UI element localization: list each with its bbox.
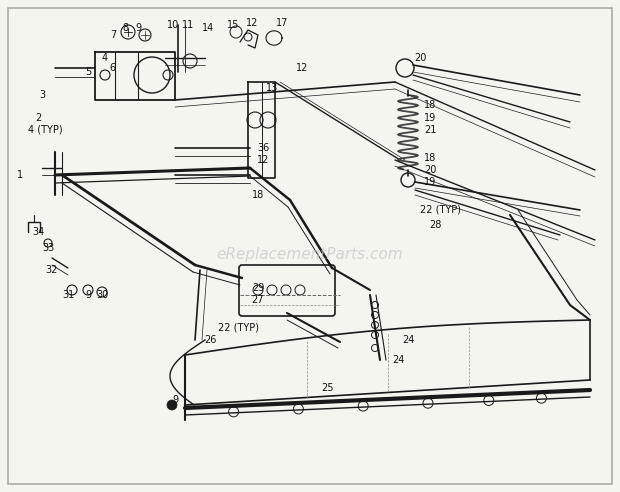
Text: 28: 28 [429,220,441,230]
Text: 24: 24 [402,335,414,345]
Text: 9: 9 [85,290,91,300]
Text: 21: 21 [424,125,436,135]
Text: 33: 33 [42,243,54,253]
Text: 32: 32 [46,265,58,275]
Text: 3: 3 [39,90,45,100]
Text: 20: 20 [424,165,436,175]
Text: 4: 4 [102,53,108,63]
Text: 22 (TYP): 22 (TYP) [420,205,461,215]
Text: 18: 18 [424,153,436,163]
Text: 13: 13 [266,83,278,93]
Circle shape [167,400,177,410]
Text: 12: 12 [246,18,258,28]
Text: 26: 26 [204,335,216,345]
Text: 29: 29 [252,283,264,293]
Text: 8: 8 [122,23,128,33]
Text: 12: 12 [296,63,308,73]
Text: 25: 25 [322,383,334,393]
Text: 2: 2 [35,113,41,123]
Text: 1: 1 [17,170,23,180]
Text: 27: 27 [252,295,264,305]
Text: 10: 10 [167,20,179,30]
Text: 20: 20 [414,53,426,63]
Text: 31: 31 [62,290,74,300]
Text: 11: 11 [182,20,194,30]
Text: 15: 15 [227,20,239,30]
Text: 12: 12 [257,155,269,165]
Text: 30: 30 [96,290,108,300]
Text: 34: 34 [32,227,44,237]
Text: 7: 7 [110,30,116,40]
Text: 17: 17 [276,18,288,28]
Text: 22 (TYP): 22 (TYP) [218,323,259,333]
Text: 9: 9 [172,395,178,405]
Text: 9: 9 [135,23,141,33]
Text: 6: 6 [109,63,115,73]
Text: 5: 5 [85,67,91,77]
Text: eReplacementParts.com: eReplacementParts.com [216,247,404,263]
Text: 14: 14 [202,23,214,33]
Text: 19: 19 [424,113,436,123]
Text: 18: 18 [252,190,264,200]
Text: 4 (TYP): 4 (TYP) [28,125,63,135]
Text: 19: 19 [424,177,436,187]
Text: 36: 36 [257,143,269,153]
Text: 18: 18 [424,100,436,110]
Text: 24: 24 [392,355,404,365]
